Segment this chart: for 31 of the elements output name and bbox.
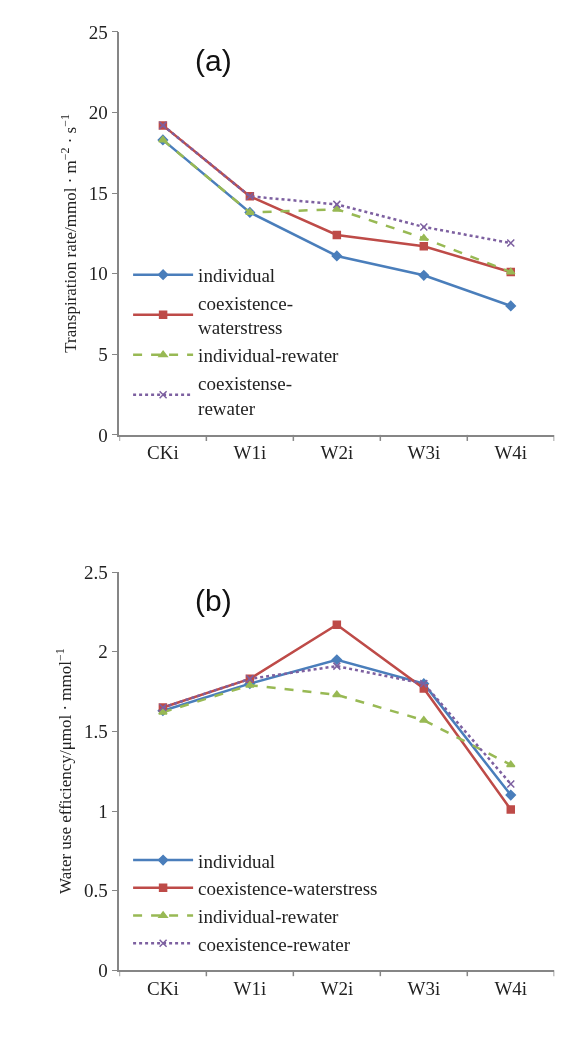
legend-label: individual-rewater	[198, 905, 340, 927]
chart-title: (b)	[195, 584, 232, 617]
x-tick-label: W2i	[320, 977, 354, 999]
y-tick-label: 1.5	[84, 721, 108, 743]
y-tick-label: 20	[88, 102, 108, 124]
x-tick-label: CKi	[147, 977, 179, 999]
y-tick-label: 0	[98, 959, 108, 981]
y-tick-label: 5	[98, 343, 108, 365]
legend-label: coexistence-waterstress	[198, 878, 378, 900]
x-tick-label: W4i	[494, 977, 528, 999]
x-tick-label: W3i	[407, 442, 441, 464]
x-tick-label: CKi	[147, 442, 179, 464]
chart-title: (a)	[195, 44, 232, 77]
legend-label: individual	[198, 265, 276, 287]
y-tick-label: 2	[98, 641, 108, 663]
y-tick-label: 0	[98, 424, 108, 446]
y-tick-label: 2.5	[84, 561, 108, 583]
y-tick-label: 10	[88, 263, 108, 285]
legend-label: coexistense- rewater	[198, 372, 292, 419]
x-tick-label: W3i	[407, 977, 441, 999]
y-tick-label: 0.5	[84, 880, 108, 902]
legend-label: individual-rewater	[198, 345, 340, 367]
y-tick-label: 25	[88, 21, 108, 43]
y-tick-label: 15	[88, 182, 108, 204]
x-tick-label: W1i	[233, 977, 267, 999]
x-tick-label: W1i	[233, 442, 267, 464]
legend-label: coexistence-rewater	[198, 933, 351, 955]
x-tick-label: W4i	[494, 442, 528, 464]
legend-label: individual	[198, 850, 276, 872]
y-tick-label: 1	[98, 800, 108, 822]
x-tick-label: W2i	[320, 442, 354, 464]
